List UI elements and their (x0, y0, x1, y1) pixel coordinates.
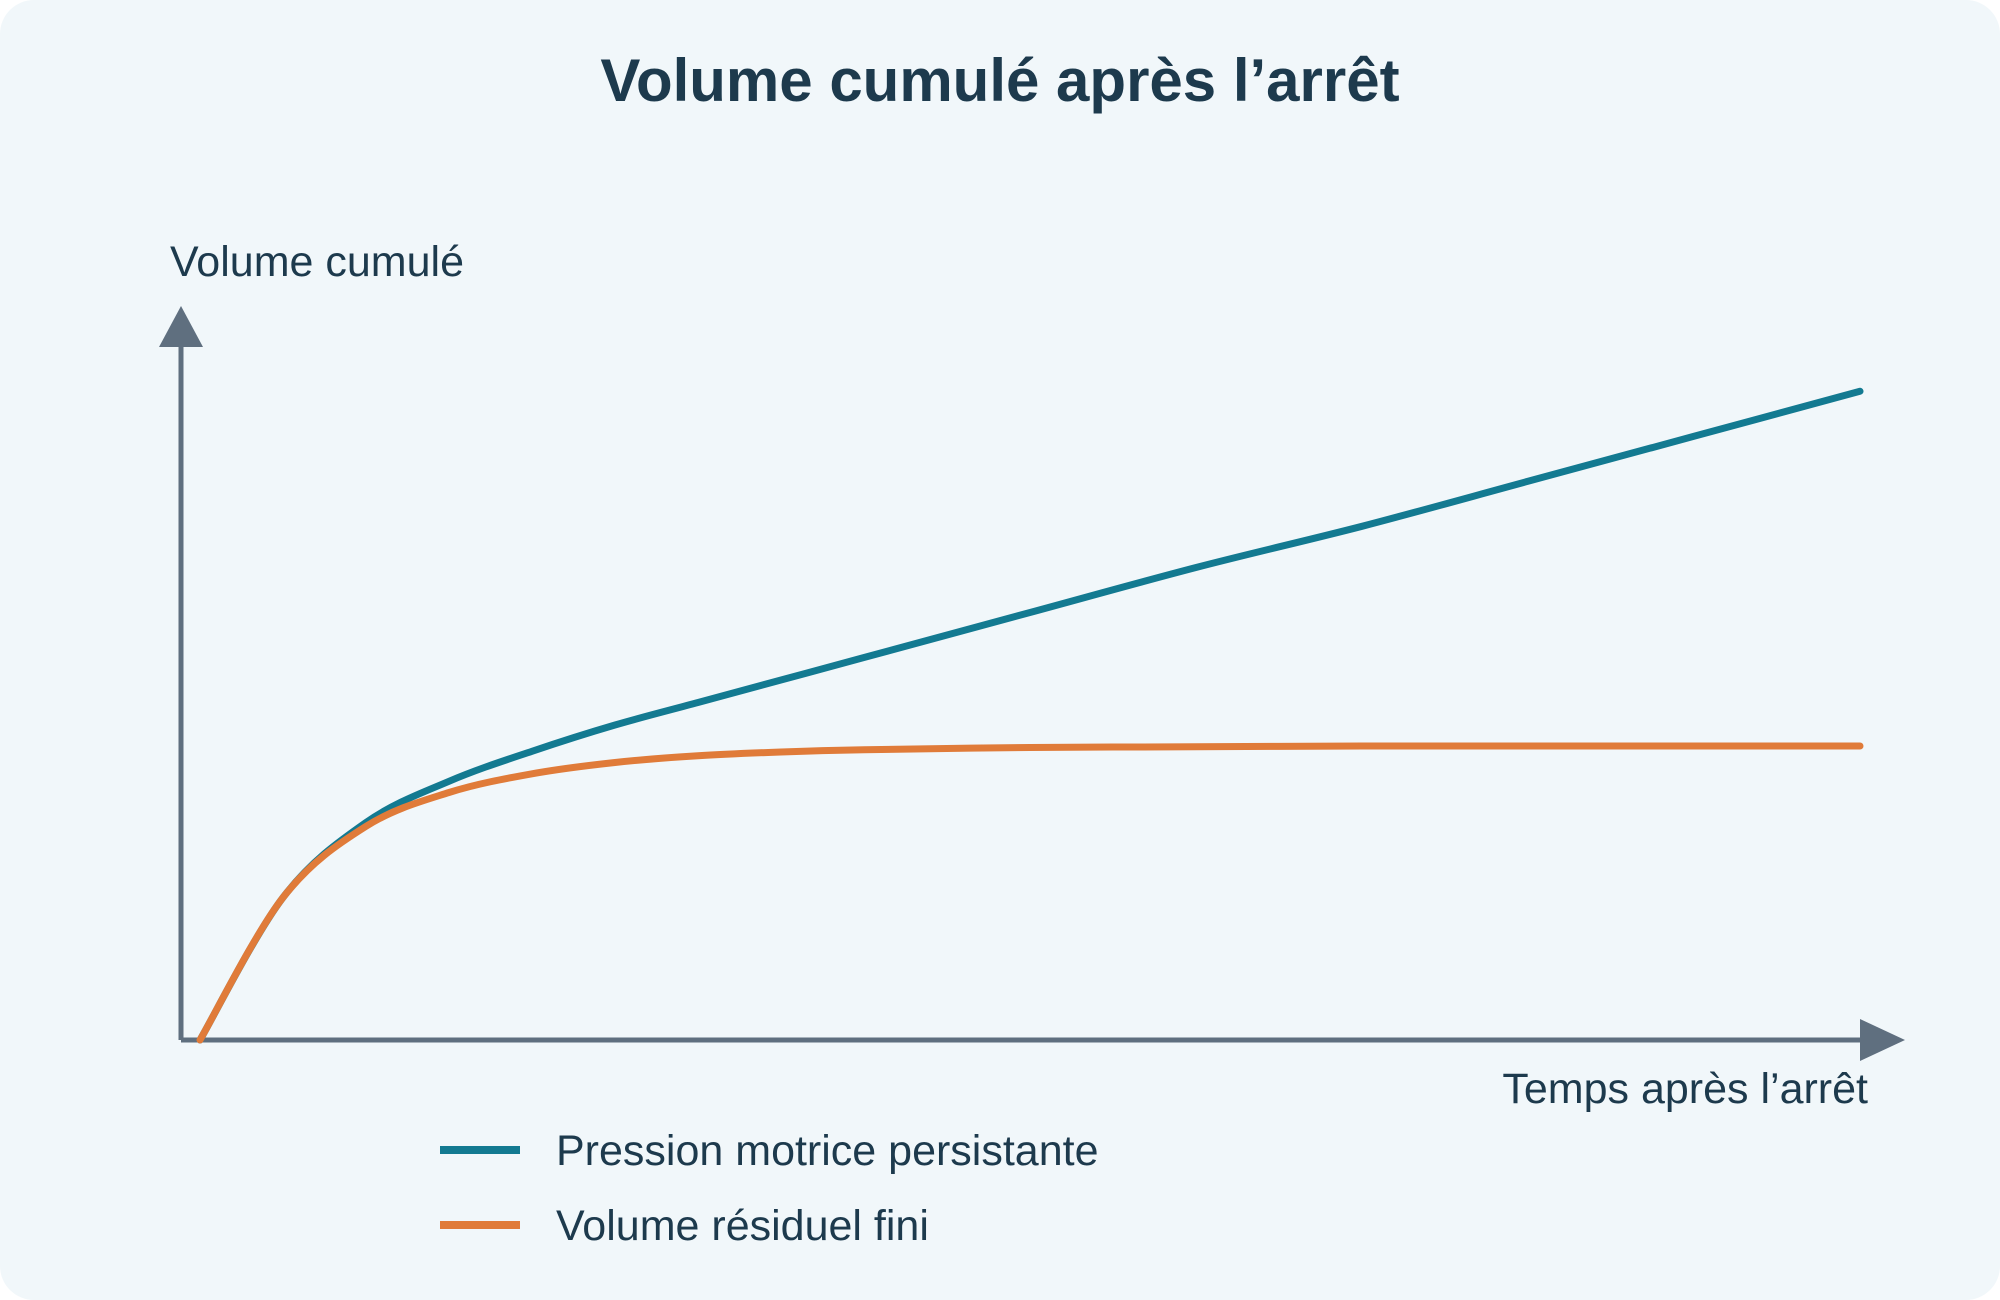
legend: Pression motrice persistante Volume résid… (440, 1127, 1099, 1250)
series-line-1 (196, 387, 1864, 1044)
legend-label-2: Volume résiduel fini (556, 1202, 929, 1250)
series-layer (196, 387, 1864, 1044)
chart-title: Volume cumulé après l’arrêt (600, 47, 1400, 114)
y-axis-label: Volume cumulé (170, 238, 464, 286)
x-axis-label: Temps après l’arrêt (1502, 1065, 1868, 1113)
legend-label-1: Pression motrice persistante (556, 1127, 1099, 1175)
x-axis-arrow-icon (1860, 1019, 1905, 1061)
series-line-2 (196, 742, 1864, 1044)
y-axis-arrow-icon (159, 306, 203, 347)
